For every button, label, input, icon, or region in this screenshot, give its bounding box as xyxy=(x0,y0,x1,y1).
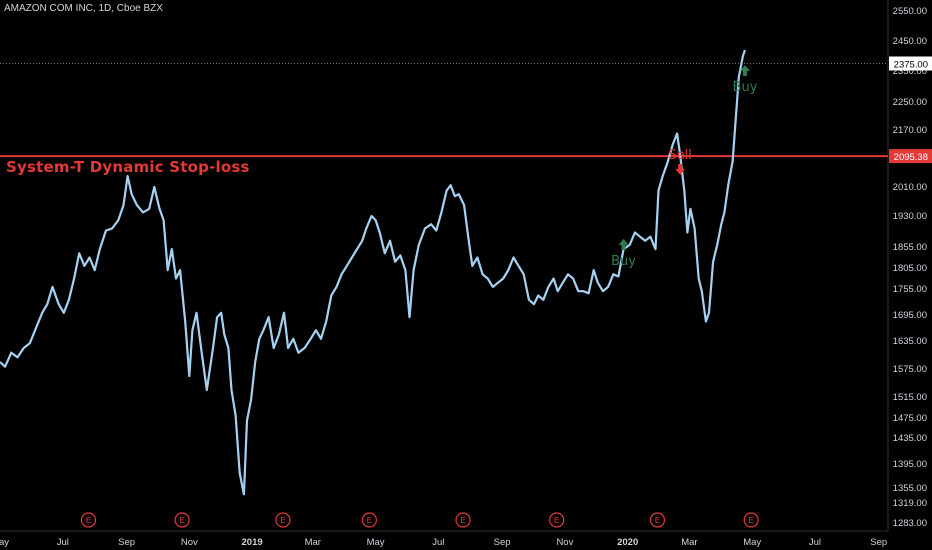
price-tags: 2095.38 2375.00 xyxy=(889,56,932,164)
time-tick-label: May xyxy=(0,537,9,548)
price-tick-label: 1695.00 xyxy=(893,310,927,321)
price-tick-label: 1319.00 xyxy=(893,498,927,509)
time-tick-label: 2019 xyxy=(242,537,263,548)
earnings-marker-label: E xyxy=(280,516,285,525)
price-tick-label: 1395.00 xyxy=(893,459,927,470)
price-tick-label: 2550.00 xyxy=(893,6,927,17)
time-tick-label: Mar xyxy=(681,537,697,548)
sell-arrow-icon xyxy=(675,163,686,175)
price-tick-label: 1755.00 xyxy=(893,284,927,295)
time-tick-label: Sep xyxy=(870,537,887,548)
time-axis[interactable]: May Jul Sep Nov 2019 Mar May Jul Sep Nov 2020 Mar Ma… xyxy=(0,537,887,548)
buy-arrow-icon xyxy=(618,238,629,250)
price-tick-label: 1515.00 xyxy=(893,392,927,403)
price-tick-label: 1855.00 xyxy=(893,242,927,253)
earnings-marker xyxy=(361,512,377,528)
time-tick-label: Nov xyxy=(556,537,573,548)
price-tick-label: 2010.00 xyxy=(893,182,927,193)
price-tick-label: 1355.00 xyxy=(893,483,927,494)
price-axis[interactable]: 2550.002450.002350.002250.002170.002090.… xyxy=(893,6,927,529)
stop-loss-label: System-T Dynamic Stop-loss xyxy=(6,158,250,176)
price-tick-label: 2450.00 xyxy=(893,36,927,47)
earnings-marker-label: E xyxy=(554,516,559,525)
time-tick-label: Sep xyxy=(494,537,511,548)
time-tick-label: 2020 xyxy=(617,537,638,548)
price-tick-label: 2170.00 xyxy=(893,125,927,136)
price-tick-label: 1635.00 xyxy=(893,336,927,347)
earnings-marker-label: E xyxy=(367,516,372,525)
earnings-marker xyxy=(275,512,291,528)
price-tick-label: 1930.00 xyxy=(893,211,927,222)
time-tick-label: Jul xyxy=(57,537,69,548)
buy-signal-label: Buy xyxy=(733,80,758,95)
price-tick-label: 2250.00 xyxy=(893,97,927,108)
last-price-tag xyxy=(889,56,932,71)
earnings-marker xyxy=(80,512,97,528)
stop-loss-price-tag-label: 2095.38 xyxy=(894,152,928,163)
chart-title: AMAZON COM INC, 1D, Cboe BZX xyxy=(4,3,163,14)
earnings-marker xyxy=(549,512,565,528)
time-tick-label: Sep xyxy=(118,537,135,548)
time-tick-label: Nov xyxy=(181,537,198,548)
sell-signal-label: Sell xyxy=(668,148,691,163)
price-tick-label: 1475.00 xyxy=(893,413,927,424)
earnings-marker-label: E xyxy=(655,516,660,525)
earnings-marker-label: E xyxy=(748,516,753,525)
earnings-marker xyxy=(455,512,471,528)
price-tick-label: 1283.00 xyxy=(893,518,927,529)
earnings-marker-label: E xyxy=(179,516,184,525)
price-tick-label: 1435.00 xyxy=(893,433,927,444)
time-tick-label: Jul xyxy=(432,537,444,548)
price-tick-label: 1805.00 xyxy=(893,263,927,274)
last-price-tag-label: 2375.00 xyxy=(894,60,928,71)
price-tick-label: 1575.00 xyxy=(893,364,927,375)
price-series-line xyxy=(0,49,747,496)
trade-signals: Buy Sell Buy xyxy=(611,65,758,269)
earnings-marker xyxy=(649,512,666,528)
earnings-marker xyxy=(174,512,190,528)
buy-arrow-icon xyxy=(739,65,750,76)
time-tick-label: Jul xyxy=(809,537,821,548)
time-tick-label: May xyxy=(743,537,761,548)
time-tick-label: Mar xyxy=(305,537,321,548)
earnings-marker xyxy=(743,512,759,528)
earnings-marker-label: E xyxy=(86,516,91,525)
earnings-marker-label: E xyxy=(460,516,465,525)
buy-signal-label: Buy xyxy=(611,254,636,269)
price-tick-label: 2350.00 xyxy=(893,66,927,77)
time-tick-label: May xyxy=(367,537,385,548)
stop-loss-price-tag xyxy=(889,149,932,164)
